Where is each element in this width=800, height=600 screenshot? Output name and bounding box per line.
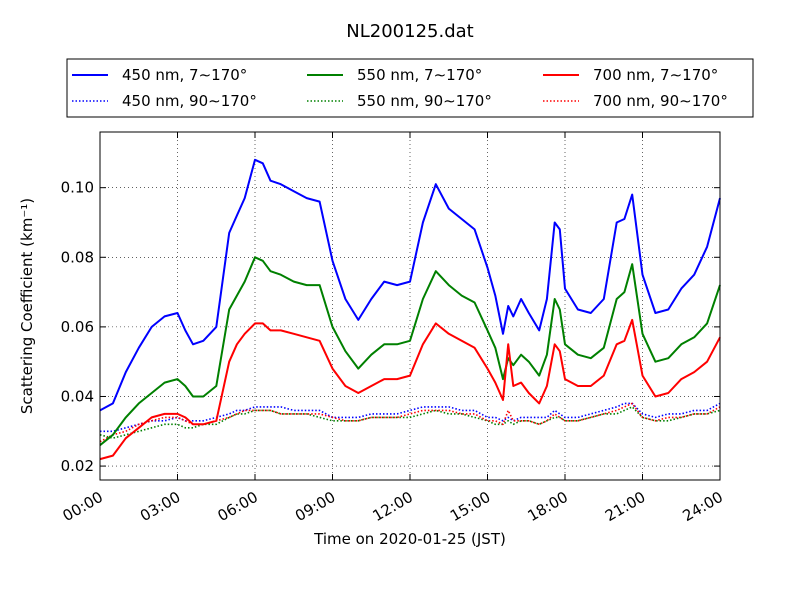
y-tick-label: 0.06 bbox=[61, 318, 94, 336]
y-tick-label: 0.08 bbox=[61, 248, 94, 266]
y-tick-label: 0.02 bbox=[61, 457, 94, 475]
legend-label-5: 550 nm, 90∼170° bbox=[357, 92, 492, 110]
series-line-5 bbox=[99, 406, 721, 440]
plot-series bbox=[99, 158, 721, 461]
legend: 450 nm, 7∼170° 550 nm, 7∼170° 700 nm, 7∼17… bbox=[66, 58, 754, 118]
chart-title: NL200125.dat bbox=[346, 21, 473, 42]
y-axis-label: Scattering Coefficient (km⁻¹) bbox=[18, 198, 36, 414]
series-line-4 bbox=[100, 402, 721, 433]
series-line-1 bbox=[99, 158, 721, 412]
legend-label-6: 700 nm, 90∼170° bbox=[593, 92, 728, 110]
legend-label-3: 700 nm, 7∼170° bbox=[593, 66, 718, 84]
y-tick-label: 0.04 bbox=[61, 387, 94, 405]
series-line-3 bbox=[99, 318, 721, 461]
legend-label-4: 450 nm, 90∼170° bbox=[122, 92, 257, 110]
y-axis-ticks: 0.02 0.04 0.06 0.08 0.10 bbox=[61, 179, 720, 475]
legend-label-1: 450 nm, 7∼170° bbox=[122, 66, 247, 84]
legend-label-2: 550 nm, 7∼170° bbox=[357, 66, 482, 84]
legend-box bbox=[66, 58, 754, 118]
x-axis-label: Time on 2020-01-25 (JST) bbox=[313, 530, 506, 548]
y-tick-label: 0.10 bbox=[61, 179, 94, 197]
grid-lines bbox=[99, 132, 721, 480]
series-line-2 bbox=[99, 256, 721, 446]
